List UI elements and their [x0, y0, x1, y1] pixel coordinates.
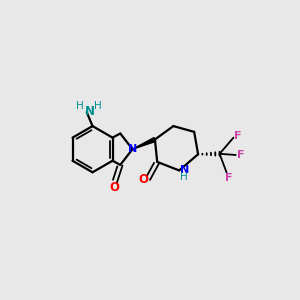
- Text: O: O: [109, 181, 119, 194]
- Text: H: H: [94, 101, 102, 111]
- Polygon shape: [133, 138, 156, 149]
- Text: H: H: [180, 172, 188, 182]
- Text: F: F: [237, 150, 244, 160]
- Text: N: N: [128, 144, 137, 154]
- Text: N: N: [85, 105, 94, 118]
- Text: O: O: [138, 173, 148, 186]
- Text: F: F: [225, 173, 232, 183]
- Text: N: N: [180, 165, 189, 176]
- Text: H: H: [76, 101, 84, 111]
- Text: F: F: [234, 131, 242, 141]
